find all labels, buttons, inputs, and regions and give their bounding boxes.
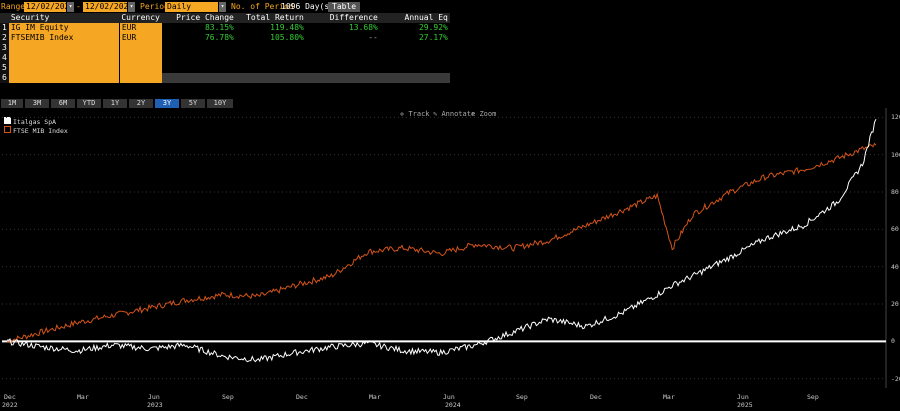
zoom-tool[interactable]: ⌕ Zoom	[471, 110, 497, 118]
x-year-label: 2022	[2, 401, 18, 409]
num-period-value: 1096 Day(s)	[281, 2, 334, 11]
security-cell[interactable]	[8, 73, 120, 83]
range-label: Range	[1, 2, 26, 11]
y-tick-label: 40	[891, 262, 899, 271]
y-tick-label: 80	[891, 188, 899, 196]
currency-cell[interactable]	[119, 73, 162, 83]
security-cell[interactable]: IG IM Equity	[8, 23, 120, 33]
period-button-ytd[interactable]: YTD	[77, 99, 101, 108]
x-tick-label: Jun	[737, 393, 749, 401]
returns-table: Security Currency Price Change Total Ret…	[0, 13, 450, 83]
x-tick-label: Dec	[4, 393, 16, 401]
x-tick-label: Dec	[590, 393, 602, 401]
x-tick-label: Jun	[148, 393, 160, 401]
series-line-italgas[interactable]	[6, 118, 877, 363]
y-tick-label: 120	[891, 113, 900, 122]
currency-cell[interactable]	[119, 53, 162, 63]
x-year-label: 2024	[445, 401, 461, 409]
legend-item-ftsemib[interactable]: FTSE MIB Index	[4, 126, 68, 135]
table-row[interactable]: 6	[0, 73, 450, 83]
annotate-tool[interactable]: ✎ Annotate	[433, 110, 476, 118]
x-tick-label: Mar	[77, 393, 89, 401]
y-tick-label: 60	[891, 225, 899, 234]
table-header-row: Security Currency Price Change Total Ret…	[0, 13, 450, 23]
x-tick-label: Sep	[516, 393, 528, 401]
period-button-1m[interactable]: 1M	[1, 99, 23, 108]
period-label: Period	[140, 2, 169, 11]
x-tick-label: Sep	[807, 393, 819, 401]
y-tick-label: 0	[891, 337, 895, 346]
chart-legend: Italgas SpA FTSE MIB Index	[4, 117, 68, 135]
security-cell[interactable]	[8, 63, 120, 73]
x-tick-label: Mar	[369, 393, 381, 401]
period-button-3y[interactable]: 3Y	[155, 99, 179, 108]
legend-item-italgas[interactable]: Italgas SpA	[4, 117, 68, 126]
currency-cell[interactable]	[119, 43, 162, 53]
end-date-field[interactable]: 12/02/2025	[83, 2, 134, 12]
currency-cell[interactable]: EUR	[119, 23, 162, 33]
y-tick-label: -20	[891, 374, 900, 383]
crosshair-icon: ✛	[400, 110, 409, 118]
col-annual-eq[interactable]: Annual Eq	[379, 13, 450, 23]
period-button-6m[interactable]: 6M	[51, 99, 75, 108]
pencil-icon: ✎	[433, 110, 442, 118]
num-period-label: No. of Period	[231, 2, 294, 11]
period-button-5y[interactable]: 5Y	[181, 99, 205, 108]
x-tick-label: Sep	[222, 393, 234, 401]
legend-swatch-white	[4, 117, 11, 124]
x-tick-label: Mar	[663, 393, 675, 401]
legend-swatch-orange	[4, 126, 11, 133]
currency-cell[interactable]	[119, 63, 162, 73]
period-button-3m[interactable]: 3M	[25, 99, 49, 108]
table-row[interactable]: 1 IG IM Equity EUR 83.15% 119.48% 13.68%…	[0, 23, 448, 33]
col-difference[interactable]: Difference	[305, 13, 380, 23]
security-cell[interactable]: FTSEMIB Index	[8, 33, 120, 43]
x-year-label: 2025	[737, 401, 753, 409]
table-row[interactable]: 5	[0, 63, 450, 73]
series-line-ftsemib[interactable]	[6, 142, 877, 344]
x-tick-label: Dec	[296, 393, 308, 401]
y-tick-label: 20	[891, 300, 899, 308]
period-select[interactable]: Daily	[165, 2, 218, 12]
magnifier-icon: ⌕	[471, 110, 480, 118]
period-dropdown-icon[interactable]: ▾	[219, 2, 226, 12]
x-year-label: 2023	[147, 401, 163, 409]
period-button-1y[interactable]: 1Y	[103, 99, 127, 108]
period-button-2y[interactable]: 2Y	[129, 99, 153, 108]
table-button[interactable]: Table	[328, 2, 361, 12]
security-cell[interactable]	[8, 43, 120, 53]
end-date-dropdown-icon[interactable]: ▾	[128, 2, 135, 12]
start-date-dropdown-icon[interactable]: ▾	[67, 2, 74, 12]
col-total-return[interactable]: Total Return	[235, 13, 306, 23]
start-date-field[interactable]: 12/02/2022	[24, 2, 75, 12]
table-row[interactable]: 4	[0, 53, 450, 63]
col-currency[interactable]: Currency	[119, 13, 162, 23]
period-button-10y[interactable]: 10Y	[207, 99, 233, 108]
col-security[interactable]: Security	[8, 13, 120, 23]
table-row[interactable]: 2 FTSEMIB Index EUR 76.78% 105.80% -- 27…	[0, 33, 448, 43]
y-tick-label: 100	[891, 150, 900, 159]
x-tick-label: Jun	[443, 393, 455, 401]
col-price-change[interactable]: Price Change	[161, 13, 236, 23]
security-cell[interactable]	[8, 53, 120, 63]
currency-cell[interactable]: EUR	[119, 33, 162, 43]
table-row[interactable]: 3	[0, 43, 450, 53]
track-tool[interactable]: ✛ Track	[400, 110, 430, 118]
